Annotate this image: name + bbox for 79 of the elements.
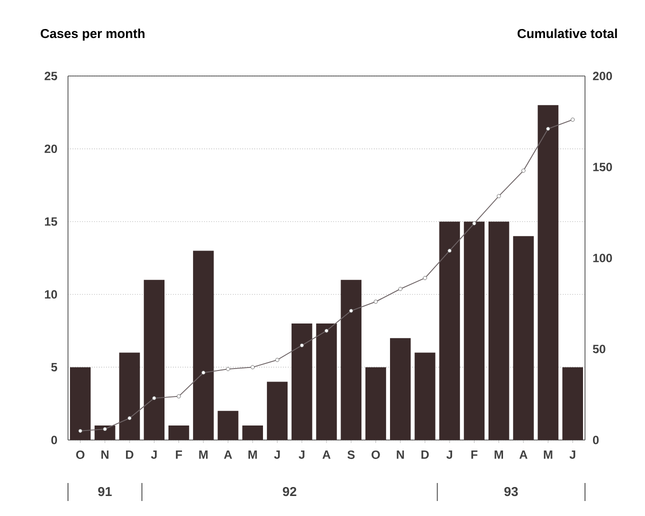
x-tick-label: J (274, 450, 280, 459)
x-tick-label: F (176, 450, 182, 459)
x-tick-label: J (298, 450, 304, 459)
point (201, 370, 206, 375)
point (102, 427, 107, 432)
point (546, 126, 550, 131)
text: 92 (282, 486, 296, 496)
point (250, 365, 255, 370)
x-tick-label: J (570, 450, 576, 459)
x-tick-label: A (322, 450, 330, 459)
bar (266, 382, 288, 440)
bar (365, 367, 386, 440)
point (422, 276, 428, 280)
point (300, 343, 304, 348)
x-tick-label: M (248, 450, 257, 459)
y2-tick-label: 200 (592, 72, 612, 80)
x-tick-label: O (372, 450, 380, 459)
bar (94, 425, 116, 440)
bar (144, 280, 165, 440)
bar (242, 425, 263, 440)
point (275, 358, 280, 362)
bar (168, 425, 190, 440)
point (570, 118, 575, 122)
bar (414, 352, 436, 440)
bar (218, 410, 238, 440)
x-tick-label: A (224, 450, 232, 459)
y2-tick-label: 100 (593, 254, 612, 262)
point (324, 328, 329, 333)
point (496, 194, 501, 198)
x-tick-label: J (446, 450, 452, 459)
text: 93 (504, 486, 518, 496)
bar (464, 222, 485, 440)
y-axis-title: Cases per month (40, 28, 144, 41)
bar (538, 105, 558, 440)
y-tick-label: 10 (44, 290, 58, 299)
y-tick-label: 25 (44, 72, 58, 80)
x-tick-label: O (76, 450, 84, 459)
bar (439, 222, 460, 440)
x-tick-label: N (101, 450, 108, 459)
bar (562, 367, 584, 440)
point (448, 248, 452, 253)
x-tick-label: M (199, 450, 208, 459)
point (349, 308, 354, 313)
y2-tick-label: 50 (592, 344, 606, 354)
point (374, 300, 378, 304)
y-tick-label: 15 (44, 217, 58, 226)
x-tick-label: J (151, 450, 157, 459)
bar (390, 338, 411, 440)
y-tick-label: 0 (51, 436, 58, 444)
bar (488, 222, 510, 440)
x-tick-label: N (396, 450, 404, 459)
bar (316, 324, 337, 440)
y-tick-label: 20 (44, 144, 58, 154)
bar (292, 324, 312, 440)
y-tick-label: 5 (51, 363, 58, 372)
point (226, 366, 230, 372)
point (521, 168, 526, 173)
point (78, 428, 82, 433)
x-tick-label: S (347, 450, 355, 459)
x-tick-label: D (421, 450, 429, 459)
bar (193, 250, 214, 440)
point (472, 221, 476, 226)
point (152, 396, 156, 400)
bar (119, 352, 140, 440)
bar (340, 280, 362, 440)
bar (513, 236, 534, 440)
y2-axis-title: Cumulative total (518, 28, 617, 38)
x-tick-label: A (519, 450, 528, 459)
x-tick-label: F (471, 450, 478, 459)
x-tick-label: M (494, 450, 504, 459)
text: 91 (98, 486, 112, 496)
y2-tick-label: 150 (593, 162, 612, 172)
point (398, 286, 402, 291)
point (128, 416, 132, 420)
point (176, 394, 181, 398)
x-tick-label: D (126, 450, 134, 459)
bar (70, 367, 91, 440)
y2-tick-label: 0 (592, 436, 599, 444)
x-tick-label: M (544, 450, 552, 459)
